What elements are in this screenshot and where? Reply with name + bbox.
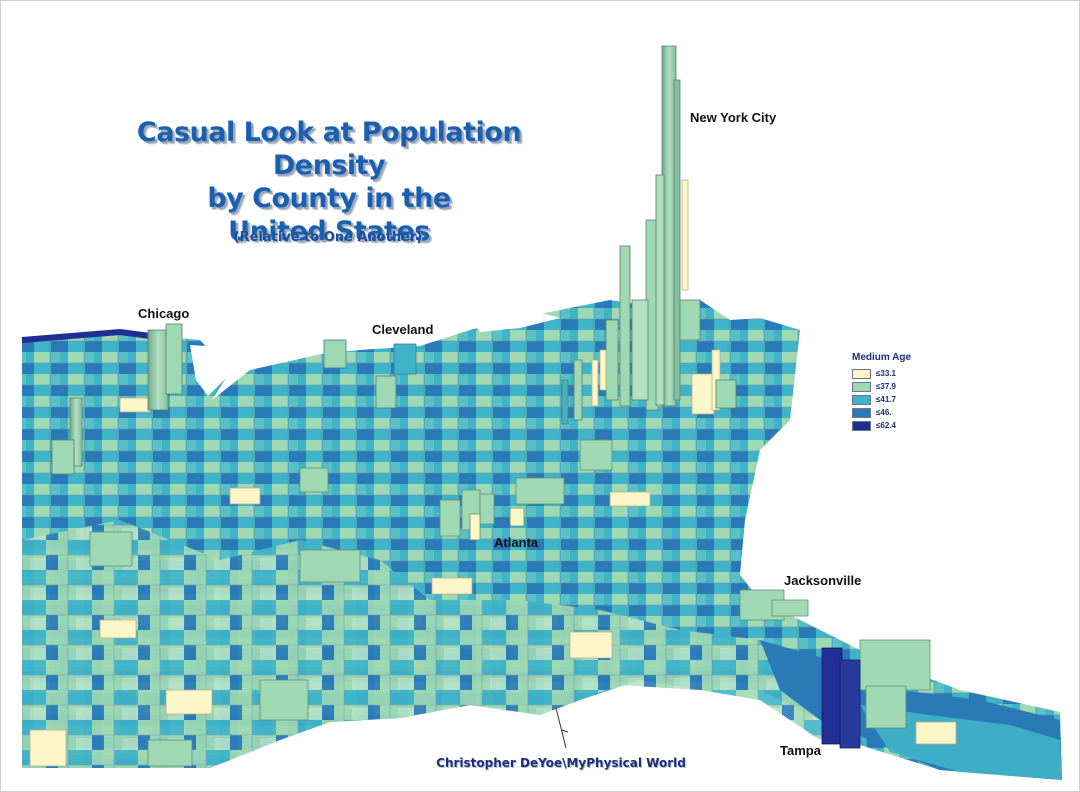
county-blocks-mid-age: [89, 439, 931, 767]
author-credit: Christopher DeYoe\MyPhysical World: [436, 756, 686, 770]
legend-label: ≤41.7: [876, 395, 896, 404]
title-line-2: by County in the: [207, 183, 451, 214]
legend-swatch: [852, 407, 871, 418]
label-chicago: Chicago: [138, 306, 190, 321]
legend-label: ≤37.9: [876, 382, 896, 391]
cleveland-towers: [323, 339, 417, 409]
legend-label: ≤33.1: [876, 369, 896, 378]
county-blocks-low-age: [29, 397, 957, 767]
label-atlanta: Atlanta: [494, 535, 539, 550]
chicago-towers: [51, 323, 183, 475]
legend-item: ≤46.: [852, 406, 932, 419]
legend-swatch: [852, 394, 871, 405]
label-tampa: Tampa: [780, 743, 821, 758]
lake-michigan: [190, 345, 246, 396]
legend-swatch: [852, 368, 871, 379]
legend-swatch: [852, 381, 871, 392]
atlanta-towers: [439, 489, 525, 541]
label-new-york-city: New York City: [690, 110, 777, 125]
title-line-1: Casual Look at Population Density: [136, 117, 522, 181]
lake-erie: [236, 332, 380, 360]
legend-label: ≤46.: [876, 408, 892, 417]
tampa-towers: [771, 599, 861, 749]
legend: Medium Age ≤33.1 ≤37.9 ≤41.7 ≤46. ≤62.4: [852, 352, 932, 432]
land-mass-overlay: [22, 520, 860, 768]
legend-label: ≤62.4: [876, 421, 896, 430]
label-jacksonville: Jacksonville: [784, 573, 862, 588]
legend-item: ≤37.9: [852, 380, 932, 393]
map-subtitle: (Relative to One Another): [233, 230, 423, 245]
title-line-3: United States: [228, 216, 430, 247]
map-title: Casual Look at Population Density by Cou…: [96, 116, 562, 248]
legend-item: ≤62.4: [852, 419, 932, 432]
legend-item: ≤41.7: [852, 393, 932, 406]
legend-item: ≤33.1: [852, 367, 932, 380]
north-arrow-icon: [555, 707, 569, 749]
nyc-towers: [561, 45, 737, 425]
lake-ontario: [470, 310, 560, 332]
legend-swatch: [852, 420, 871, 431]
legend-title: Medium Age: [852, 352, 912, 363]
label-cleveland: Cleveland: [372, 322, 434, 337]
